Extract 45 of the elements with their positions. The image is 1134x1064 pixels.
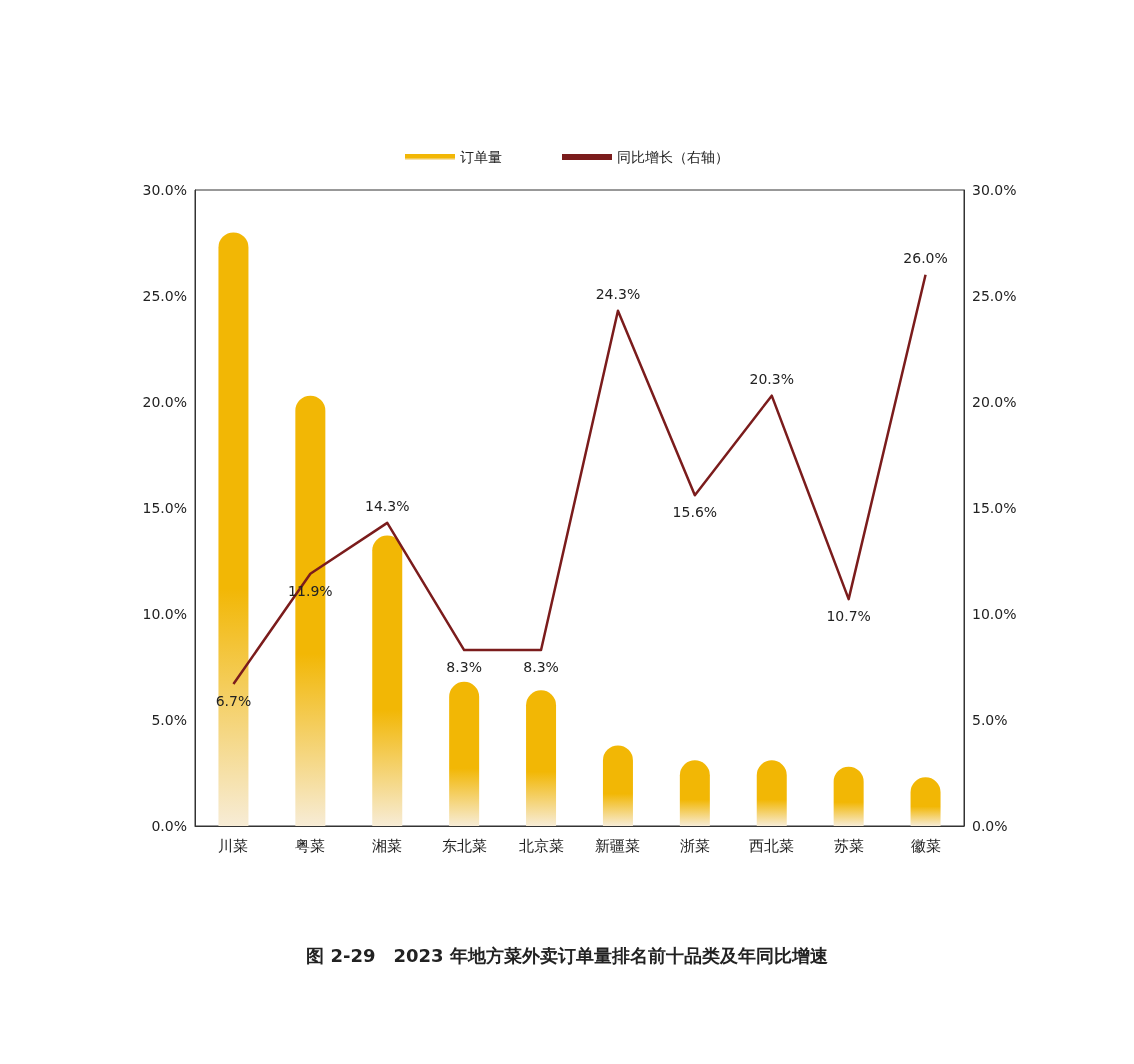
- y2-tick-label: 10.0%: [972, 606, 1017, 622]
- legend-label: 订单量: [460, 149, 502, 165]
- y-tick-label: 0.0%: [151, 818, 187, 834]
- x-tick-label: 东北菜: [441, 836, 487, 855]
- bar: [756, 760, 787, 826]
- y2-tick-label: 0.0%: [972, 818, 1008, 834]
- y-tick-label: 15.0%: [142, 500, 187, 516]
- bar: [449, 681, 480, 826]
- data-label: 20.3%: [749, 370, 794, 387]
- y-tick-label: 25.0%: [142, 288, 187, 304]
- y2-tick-label: 5.0%: [972, 712, 1008, 728]
- data-label: 10.7%: [826, 608, 871, 625]
- line-series: [232, 273, 927, 686]
- y-tick-label: 20.0%: [142, 394, 187, 410]
- y-tick-label: 5.0%: [151, 712, 187, 728]
- x-tick-label: 西北菜: [749, 836, 795, 855]
- x-tick-label: 粤菜: [295, 836, 326, 855]
- x-tick-label: 浙菜: [679, 836, 710, 855]
- x-tick-label: 北京菜: [518, 836, 564, 855]
- x-tick-label: 湘菜: [372, 836, 403, 855]
- text: 图 2-29 2023 年地方菜外卖订单量排名前十品类及年同比增速: [306, 944, 828, 966]
- bar: [218, 232, 249, 826]
- y-tick-label: 10.0%: [142, 606, 187, 622]
- bar: [910, 777, 941, 826]
- legend-label: 同比增长（右轴）: [617, 149, 729, 165]
- x-tick-label: 苏菜: [833, 836, 864, 855]
- data-label: 8.3%: [523, 659, 559, 676]
- data-label: 15.6%: [672, 504, 718, 521]
- x-tick-label: 新疆菜: [595, 836, 641, 855]
- bar: [372, 535, 403, 826]
- y2-tick-label: 15.0%: [972, 500, 1017, 516]
- y2-tick-label: 20.0%: [972, 394, 1017, 410]
- data-label: 24.3%: [595, 285, 641, 302]
- x-tick-label: 川菜: [218, 836, 249, 855]
- bar: [602, 745, 633, 826]
- y2-tick-label: 25.0%: [972, 288, 1017, 304]
- bar: [526, 690, 557, 826]
- bar: [833, 766, 864, 826]
- data-label: 8.3%: [446, 659, 482, 676]
- x-tick-label: 徽菜: [910, 836, 941, 855]
- y2-tick-label: 30.0%: [972, 182, 1017, 198]
- bar: [679, 760, 710, 826]
- data-label: 26.0%: [903, 249, 948, 266]
- y-tick-label: 30.0%: [142, 182, 187, 198]
- data-label: 14.3%: [365, 497, 410, 514]
